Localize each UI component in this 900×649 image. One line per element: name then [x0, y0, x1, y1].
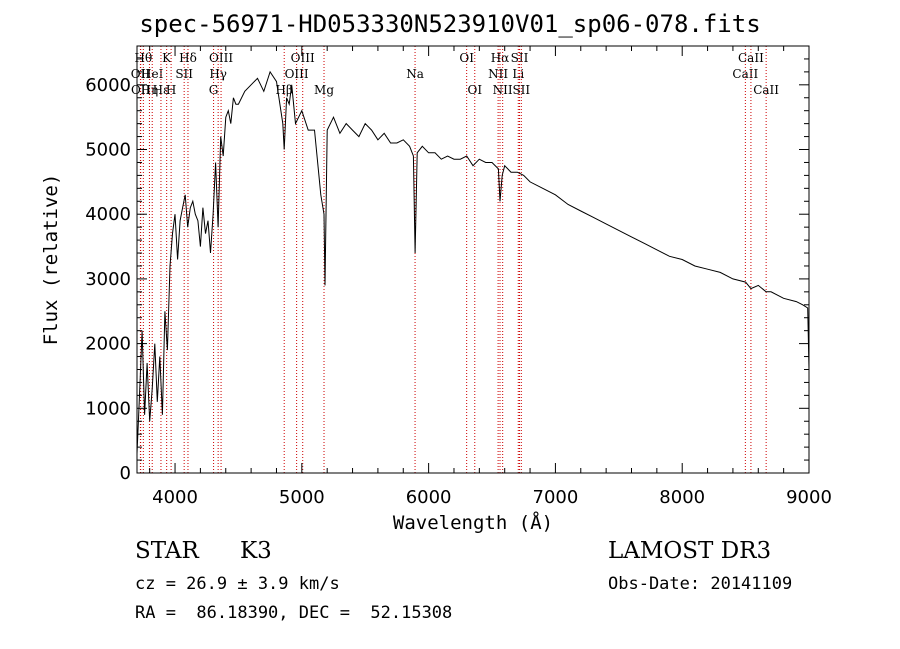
line-marker-label: Hγ	[209, 67, 227, 81]
line-marker-label: OIII	[209, 51, 233, 65]
line-marker-label: Hβ	[276, 83, 293, 97]
line-marker-label: CaII	[753, 83, 779, 97]
line-marker-label: Mg	[314, 83, 334, 97]
line-marker-label: HeI	[141, 67, 164, 81]
y-axis: 0 1000 2000 3000 4000 5000 6000	[85, 58, 809, 484]
line-marker-label: SII	[511, 51, 529, 65]
y-tick-label: 0	[120, 463, 131, 484]
redshift-text: cz = 26.9 ± 3.9 km/s	[135, 574, 340, 594]
x-axis: 4000 5000 6000 7000 8000 9000	[149, 46, 832, 508]
line-marker-label: SII	[512, 83, 530, 97]
y-tick-label: 4000	[85, 204, 131, 225]
line-marker-label: OIII	[285, 67, 309, 81]
object-class: STAR	[135, 538, 199, 564]
line-marker-label: Hε	[153, 83, 170, 97]
line-marker-label: Hα	[491, 51, 510, 65]
line-marker-label: H	[166, 83, 176, 97]
survey-name: LAMOST DR3	[608, 538, 772, 564]
y-tick-label: 3000	[85, 269, 131, 290]
x-tick-label: 5000	[279, 487, 325, 508]
x-axis-label: Wavelength (Å)	[393, 511, 553, 534]
y-tick-label: 2000	[85, 334, 131, 355]
line-markers: HθOIIOIIHηHeIHεKHSIIHδGHγOIIIHβOIIIOIIIM…	[131, 46, 779, 473]
y-tick-label: 6000	[85, 75, 131, 96]
line-marker-label: SII	[175, 67, 193, 81]
line-marker-label: CaII	[738, 51, 764, 65]
x-tick-label: 7000	[533, 487, 579, 508]
line-marker-label: K	[162, 51, 172, 65]
line-marker-label: CaII	[732, 67, 758, 81]
line-marker-label: OI	[467, 83, 482, 97]
line-marker-label: OIII	[291, 51, 315, 65]
line-marker-label: NII	[488, 67, 508, 81]
x-tick-label: 4000	[152, 487, 198, 508]
plot-frame	[136, 45, 810, 474]
line-marker-label: G	[209, 83, 219, 97]
x-tick-label: 6000	[406, 487, 452, 508]
x-tick-label: 9000	[786, 487, 832, 508]
obs-date: Obs-Date: 20141109	[608, 574, 793, 594]
line-marker-label: Na	[406, 67, 424, 81]
coordinates: RA = 86.18390, DEC = 52.15308	[135, 603, 453, 623]
spectral-subclass: K3	[240, 538, 272, 564]
line-marker-label: NII	[493, 83, 513, 97]
y-tick-label: 5000	[85, 140, 131, 161]
line-marker-label: Hη	[141, 83, 159, 97]
chart-title: spec-56971-HD053330N523910V01_sp06-078.f…	[139, 10, 761, 38]
line-marker-label: Hθ	[134, 51, 152, 65]
line-marker-label: OII	[131, 83, 151, 97]
line-marker-label: Hδ	[179, 51, 197, 65]
spectrum-line	[136, 70, 810, 454]
line-marker-label: OI	[459, 51, 474, 65]
y-tick-label: 1000	[85, 398, 131, 419]
line-marker-label: Li	[512, 67, 524, 81]
x-tick-label: 8000	[659, 487, 705, 508]
y-axis-label: Flux (relative)	[40, 174, 62, 346]
